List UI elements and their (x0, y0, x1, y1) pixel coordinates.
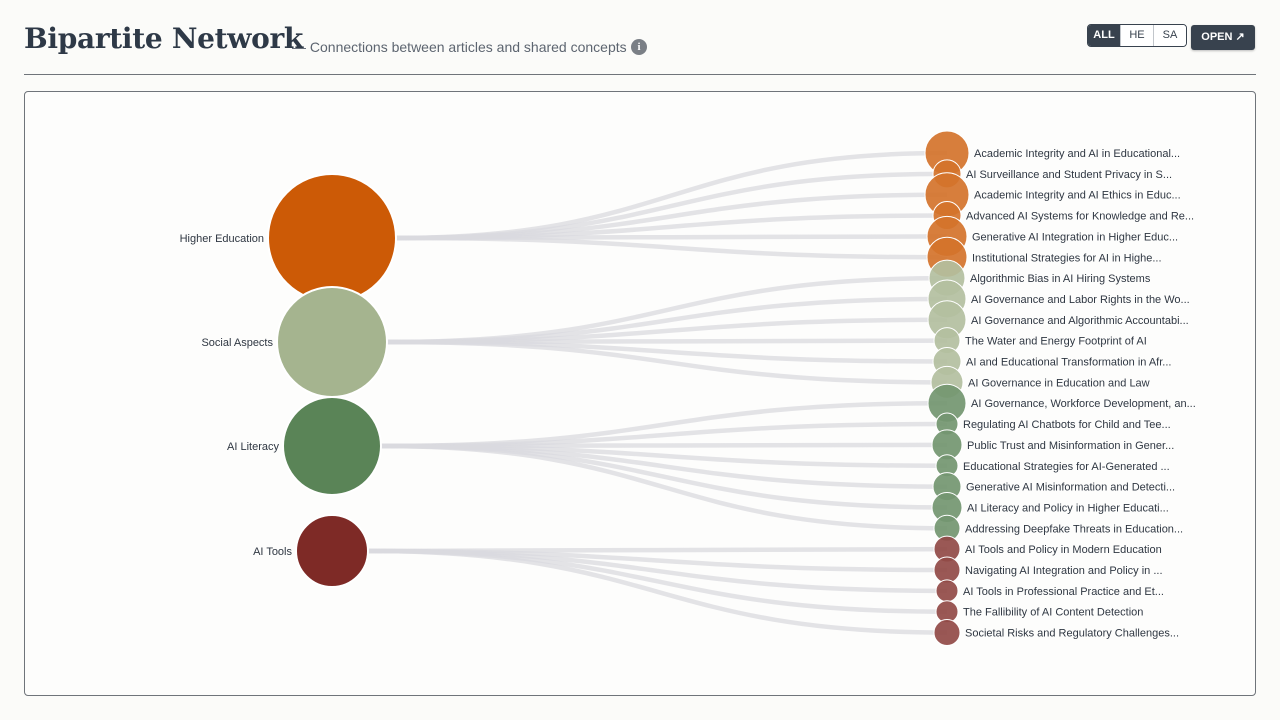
article-label: AI Tools and Policy in Modern Education (965, 544, 1162, 556)
article-label: Navigating AI Integration and Policy in … (965, 565, 1163, 577)
concept-node-social-aspects[interactable] (276, 286, 388, 398)
page-header: Bipartite Network — Connections between … (24, 22, 1256, 75)
article-label: Public Trust and Misinformation in Gener… (967, 440, 1174, 452)
article-label: AI Governance, Workforce Development, an… (971, 398, 1196, 410)
network-panel: Higher Education Social Aspects AI Literac… (24, 91, 1256, 696)
edge (367, 548, 948, 635)
concept-node-ai-tools[interactable] (295, 514, 369, 588)
filter-all-button[interactable]: ALL (1088, 25, 1120, 46)
article-label: Academic Integrity and AI Ethics in Educ… (974, 190, 1181, 202)
article-label: Algorithmic Bias in AI Hiring Systems (970, 273, 1151, 285)
concept-label: AI Tools (253, 546, 292, 558)
article-label: AI and Educational Transformation in Afr… (966, 357, 1171, 369)
concept-label: Higher Education (180, 233, 264, 245)
article-label: Advanced AI Systems for Knowledge and Re… (966, 211, 1194, 223)
concept-node-higher-education[interactable] (267, 173, 397, 303)
article-label: AI Governance and Algorithmic Accountabi… (971, 315, 1189, 327)
bipartite-network-graph: Higher Education Social Aspects AI Literac… (180, 130, 1196, 647)
edge (386, 339, 948, 385)
article-node-layer: Academic Integrity and AI in Educational… (924, 130, 1196, 647)
open-button[interactable]: OPEN ↗ (1191, 25, 1255, 50)
filter-group: ALL HE SA (1087, 24, 1187, 47)
article-label: Generative AI Integration in Higher Educ… (972, 231, 1178, 243)
page-title: Bipartite Network (24, 22, 304, 55)
article-label: AI Governance and Labor Rights in the Wo… (971, 294, 1190, 306)
article-label: AI Tools in Professional Practice and Et… (963, 586, 1164, 598)
concept-node-ai-literacy[interactable] (282, 396, 382, 496)
info-icon[interactable]: i (631, 39, 647, 55)
article-label: AI Surveillance and Student Privacy in S… (966, 169, 1172, 181)
article-label: The Water and Energy Footprint of AI (965, 336, 1147, 348)
edge (395, 235, 948, 260)
concept-node-layer: Higher Education Social Aspects AI Literac… (180, 173, 397, 588)
article-label: Societal Risks and Regulatory Challenges… (965, 628, 1179, 640)
article-label: Addressing Deepfake Threats in Education… (965, 523, 1183, 535)
concept-label: AI Literacy (227, 441, 279, 453)
article-node[interactable] (935, 579, 959, 603)
article-node[interactable] (933, 556, 961, 584)
article-label: Generative AI Misinformation and Detecti… (966, 482, 1175, 494)
article-label: AI Literacy and Policy in Higher Educati… (967, 502, 1169, 514)
filter-he-button[interactable]: HE (1120, 25, 1153, 46)
filter-sa-button[interactable]: SA (1153, 25, 1186, 46)
page-subtitle: — Connections between articles and share… (292, 39, 627, 55)
article-label: Institutional Strategies for AI in Highe… (972, 252, 1162, 264)
article-label: AI Governance in Education and Law (968, 377, 1150, 389)
article-label: Academic Integrity and AI in Educational… (974, 148, 1180, 160)
edge (380, 443, 948, 531)
article-label: Regulating AI Chatbots for Child and Tee… (963, 419, 1171, 431)
concept-label: Social Aspects (201, 337, 273, 349)
edge-layer (367, 150, 948, 635)
article-node[interactable] (933, 619, 961, 647)
article-label: Educational Strategies for AI-Generated … (963, 461, 1170, 473)
article-label: The Fallibility of AI Content Detection (963, 607, 1143, 619)
